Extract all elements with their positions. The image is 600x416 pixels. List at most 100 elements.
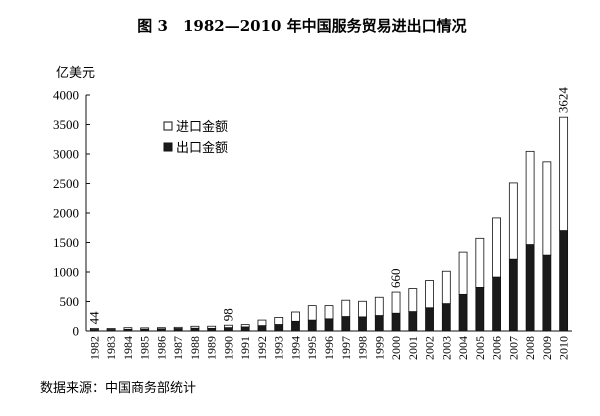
x-tick-label: 2006	[490, 336, 504, 360]
x-tick-label: 1986	[154, 336, 168, 360]
x-tick-label: 1984	[121, 336, 135, 360]
y-tick-label: 1000	[53, 265, 79, 280]
x-tick-label: 2003	[439, 336, 453, 360]
bars-group	[89, 116, 569, 332]
bar-export-2006	[492, 276, 501, 332]
y-tick-label: 2500	[53, 176, 79, 191]
x-tick-label: 2005	[473, 336, 487, 360]
bar-export-2003	[441, 303, 451, 332]
x-tick-label: 1991	[238, 336, 252, 360]
bar-export-2004	[458, 293, 468, 332]
chart-title: 图 3 1982—2010 年中国服务贸易进出口情况	[137, 17, 466, 35]
y-axis-unit-label: 亿美元	[56, 66, 95, 81]
bar-import-1990	[224, 324, 233, 329]
bar-import-1986	[157, 327, 166, 330]
bar-import-2009	[542, 161, 552, 256]
x-tick-label: 2000	[389, 336, 403, 360]
bar-import-2002	[425, 280, 434, 309]
bar-import-2001	[408, 288, 418, 312]
y-tick-label: 1500	[53, 235, 79, 250]
bar-import-1994	[291, 311, 300, 322]
bar-export-1991	[240, 326, 250, 332]
bar-import-2008	[525, 150, 535, 245]
bar-import-2010	[559, 116, 569, 231]
bar-export-2009	[542, 254, 552, 332]
y-tick-label: 500	[60, 294, 80, 309]
x-tick-label: 1987	[171, 336, 185, 360]
y-tick-label: 0	[73, 324, 80, 339]
annotation-1990: 98	[220, 308, 235, 321]
bar-export-1995	[307, 319, 317, 332]
annotations-group: 44 98 660 3624	[86, 87, 570, 325]
bar-export-2001	[408, 311, 418, 332]
bar-import-1993	[274, 317, 284, 325]
bar-import-2000	[391, 291, 401, 314]
x-tick-label: 1988	[188, 336, 202, 360]
y-tick-label: 3000	[53, 147, 79, 162]
bar-export-2007	[508, 258, 518, 332]
bar-import-1988	[190, 325, 200, 329]
x-tick-label: 1992	[255, 336, 269, 360]
legend-label-export: 出口金额	[176, 140, 228, 156]
bar-export-1999	[374, 315, 384, 332]
bar-export-2002	[425, 307, 434, 332]
x-tick-label: 2009	[540, 336, 554, 360]
bar-export-2008	[525, 244, 535, 332]
x-tick-label: 2004	[456, 336, 470, 360]
bar-export-1988	[190, 327, 200, 332]
y-axis: 0 500 1000 1500 2000 2500 3000 3500 4000	[53, 88, 90, 339]
bar-import-1989	[207, 325, 217, 329]
bar-export-1998	[358, 316, 367, 332]
bar-export-1990	[224, 327, 233, 332]
bar-export-2000	[391, 312, 401, 332]
x-tick-label: 2007	[506, 336, 520, 360]
x-tick-label: 1983	[104, 336, 118, 360]
x-tick-label: 2001	[406, 336, 420, 360]
bar-export-1993	[274, 324, 284, 332]
x-tick-label: 2008	[523, 336, 537, 360]
bar-import-1992	[257, 319, 267, 327]
bar-import-1991	[240, 324, 250, 328]
bar-import-2005	[475, 237, 485, 288]
x-tick-label: 2010	[557, 336, 571, 360]
y-tick-label: 4000	[53, 88, 79, 103]
x-tick-label: 1989	[205, 336, 219, 360]
bar-import-1995	[307, 305, 317, 321]
x-tick-label: 1982	[87, 336, 101, 360]
bar-import-1997	[341, 299, 351, 317]
legend-swatch-import	[163, 121, 173, 131]
x-tick-label: 1997	[339, 336, 353, 360]
x-tick-label: 2002	[423, 336, 437, 360]
bar-export-1996	[324, 318, 334, 332]
bar-import-1999	[374, 296, 384, 316]
bar-import-1982	[89, 328, 99, 330]
bar-export-2005	[475, 286, 485, 332]
x-tick-label: 1996	[322, 336, 336, 360]
x-tick-label: 1993	[272, 336, 286, 360]
annotation-1982: 44	[86, 311, 101, 325]
bar-import-2007	[508, 182, 518, 260]
bar-import-1985	[140, 327, 150, 330]
bar-import-1983	[106, 328, 116, 330]
x-tick-label: 1990	[221, 336, 235, 360]
bar-import-1987	[173, 326, 183, 329]
bar-import-1998	[358, 300, 367, 318]
x-tick-label: 1995	[305, 336, 319, 360]
legend-swatch-export	[163, 142, 173, 152]
bar-import-1996	[324, 305, 334, 320]
bar-export-1994	[291, 320, 300, 332]
legend: 进口金额 出口金额	[163, 119, 228, 156]
bar-import-1984	[123, 327, 133, 330]
x-tick-label: 1985	[138, 336, 152, 360]
x-tick-label: 1994	[288, 336, 302, 360]
legend-label-import: 进口金额	[176, 119, 228, 135]
bar-export-2010	[559, 230, 569, 332]
bar-import-2003	[441, 270, 451, 305]
bar-export-1997	[341, 316, 351, 332]
bar-import-2006	[492, 217, 501, 278]
y-tick-label: 3500	[53, 117, 79, 132]
y-tick-label: 2000	[53, 206, 79, 221]
bar-import-2004	[458, 251, 468, 295]
source-note: 数据来源：中国商务部统计	[40, 380, 196, 396]
